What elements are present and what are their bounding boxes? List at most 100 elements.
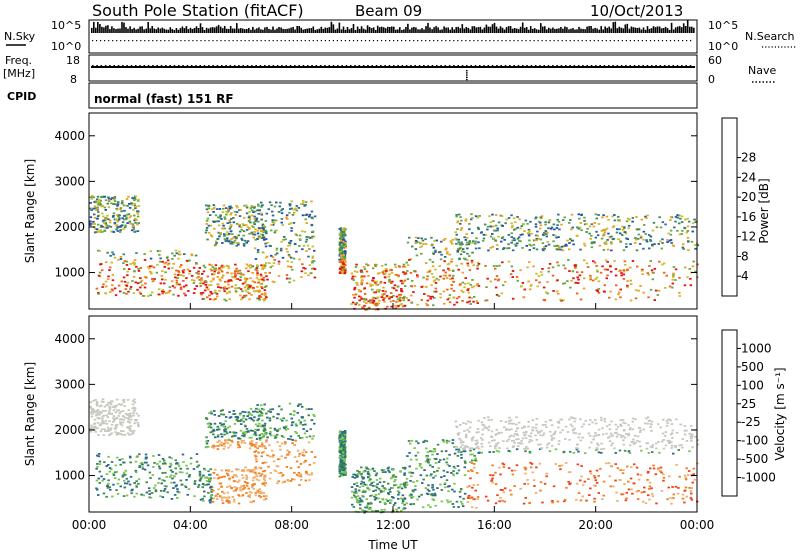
nave-dot — [345, 65, 348, 67]
echo-cell — [93, 213, 96, 216]
echo-cell — [508, 416, 511, 419]
echo-cell — [438, 265, 441, 267]
echo-cell — [254, 443, 258, 446]
nave-dot — [199, 65, 201, 67]
echo-cell — [610, 249, 613, 252]
echo-cell — [624, 232, 628, 235]
echo-cell — [216, 441, 219, 444]
nsearch-dot — [280, 40, 282, 42]
echo-cell — [341, 454, 345, 457]
echo-cell — [514, 244, 518, 247]
echo-cell — [271, 221, 275, 223]
echo-cell — [122, 410, 125, 412]
echo-cell — [432, 251, 435, 254]
nsky-bar — [308, 28, 310, 33]
echo-cell — [262, 408, 265, 411]
echo-cell — [622, 228, 625, 231]
nsky-bar — [568, 29, 570, 33]
echo-cell — [604, 241, 608, 243]
echo-cell — [383, 487, 387, 490]
echo-cell — [446, 263, 450, 266]
echo-cell — [282, 238, 285, 241]
echo-cell — [99, 226, 103, 228]
echo-cell — [638, 243, 642, 245]
echo-cell — [110, 413, 113, 415]
echo-cell — [232, 474, 236, 476]
echo-cell — [235, 468, 238, 471]
echo-cell — [119, 256, 123, 258]
echo-cell — [401, 508, 405, 511]
echo-cell — [394, 475, 398, 478]
nsky-bar — [147, 22, 149, 33]
echo-cell — [310, 408, 313, 410]
echo-cell — [168, 286, 172, 289]
echo-cell — [134, 469, 137, 472]
echo-cell — [651, 229, 655, 232]
echo-cell — [226, 271, 229, 274]
echo-cell — [223, 218, 227, 220]
echo-cell — [119, 421, 122, 424]
nsky-series — [91, 20, 695, 42]
echo-cell — [212, 277, 215, 280]
nsearch-dot — [477, 40, 479, 42]
echo-cell — [252, 221, 256, 224]
echo-cell — [89, 401, 93, 404]
nsearch-dot — [601, 40, 603, 42]
echo-cell — [121, 202, 124, 204]
echo-cell — [286, 449, 289, 452]
echo-cell — [280, 240, 283, 243]
echo-cell — [443, 302, 446, 305]
echo-cell — [253, 231, 256, 233]
echo-cell — [275, 465, 279, 467]
echo-cell — [670, 242, 673, 244]
echo-cell — [496, 227, 499, 230]
echo-cell — [528, 230, 531, 232]
echo-cell — [673, 226, 676, 229]
echo-cell — [617, 215, 620, 218]
nsearch-dot — [389, 40, 391, 42]
echo-cell — [471, 453, 474, 456]
echo-cell — [313, 249, 316, 252]
echo-cell — [471, 437, 474, 440]
echo-cell — [243, 480, 247, 483]
echo-cell — [338, 227, 341, 230]
nsky-bar — [117, 28, 119, 33]
echo-cell — [659, 226, 663, 229]
nsearch-dot — [228, 40, 230, 42]
echo-cell — [135, 485, 138, 488]
echo-cell — [338, 249, 342, 251]
echo-cell — [234, 270, 237, 273]
echo-cell — [199, 282, 202, 285]
nave-dot — [195, 65, 197, 67]
echo-cell — [414, 454, 418, 457]
echo-cell — [469, 421, 472, 424]
echo-cell — [417, 237, 420, 239]
echo-cell — [419, 246, 422, 249]
echo-cell — [116, 203, 120, 206]
echo-cell — [549, 430, 552, 433]
echo-cell — [343, 456, 347, 458]
nsearch-dot — [429, 40, 431, 42]
echo-cell — [545, 235, 548, 238]
echo-cell — [310, 210, 314, 213]
nsky-bar — [630, 26, 633, 33]
echo-cell — [468, 269, 472, 271]
echo-cell — [285, 274, 289, 276]
echo-cell — [406, 278, 410, 280]
echo-cell — [208, 263, 211, 266]
echo-cell — [227, 267, 231, 270]
echo-cell — [94, 201, 98, 204]
echo-cell — [372, 296, 376, 299]
echo-cell — [213, 273, 216, 276]
echo-cell — [338, 258, 341, 261]
echo-cell — [101, 409, 105, 412]
echo-cell — [252, 410, 255, 413]
echo-cell — [130, 430, 133, 433]
echo-cell — [576, 226, 579, 229]
echo-cell — [363, 511, 366, 514]
echo-cell — [112, 420, 115, 423]
nave-dot — [418, 65, 421, 67]
nsky-bar — [572, 28, 574, 33]
echo-cell — [403, 273, 406, 275]
echo-cell — [98, 413, 101, 416]
